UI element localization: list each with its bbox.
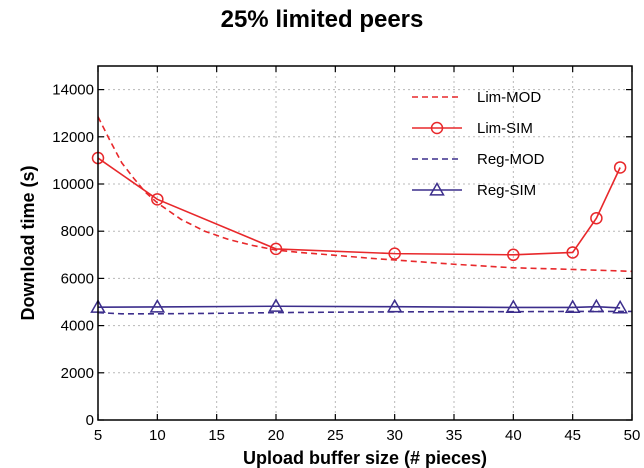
data-point-reg-sim	[268, 298, 284, 312]
x-tick-label: 15	[208, 427, 225, 444]
series-lim-sim	[91, 151, 627, 262]
data-point-reg-sim	[505, 299, 522, 314]
data-point-lim-sim	[590, 211, 603, 225]
data-point-reg-sim	[612, 299, 628, 314]
data-point-lim-sim	[151, 193, 164, 206]
tick-layer: 5 10 15 20 25 30 35 40 45 50 0 2000 4000 6000 8000 1000…	[52, 66, 640, 444]
series-line-reg-mod	[97, 310, 632, 315]
legend-entry-lim-mod: Lim-MOD	[412, 89, 541, 106]
y-tick-label: 0	[86, 412, 94, 429]
series-line-lim-sim	[97, 157, 621, 256]
legend-marker-lim-sim	[430, 121, 444, 135]
x-tick-label: 20	[268, 427, 285, 444]
data-point-lim-sim	[388, 247, 401, 260]
y-tick-label: 10000	[52, 176, 94, 193]
x-tick-label: 25	[327, 427, 344, 444]
y-tick-label: 14000	[52, 82, 94, 99]
series-layer	[90, 116, 633, 315]
x-tick-label: 10	[149, 427, 166, 444]
x-tick-label: 45	[564, 427, 581, 444]
x-tick-label: 35	[446, 427, 463, 444]
x-tick-label: 5	[94, 427, 102, 444]
data-point-reg-sim	[564, 299, 581, 314]
legend-label-reg-sim: Reg-SIM	[477, 182, 536, 199]
x-axis-label: Upload buffer size (# pieces)	[243, 448, 487, 468]
series-lim-mod	[97, 116, 633, 273]
series-reg-mod	[97, 310, 632, 315]
legend-entry-reg-mod: Reg-MOD	[412, 151, 545, 168]
data-point-lim-sim	[507, 248, 520, 262]
data-point-reg-sim	[149, 298, 166, 313]
data-point-lim-sim	[269, 242, 283, 256]
x-tick-label: 50	[624, 427, 641, 444]
x-tick-label: 30	[386, 427, 403, 444]
chart-title: 25% limited peers	[220, 6, 424, 33]
grid-layer	[98, 66, 632, 420]
data-point-reg-sim	[386, 298, 403, 313]
series-reg-sim	[90, 298, 628, 314]
data-point-reg-sim	[588, 298, 605, 313]
y-tick-label: 12000	[52, 129, 94, 146]
data-point-lim-sim	[566, 246, 579, 259]
plot-frame	[97, 65, 633, 421]
y-tick-label: 8000	[61, 223, 94, 240]
y-tick-label: 2000	[61, 365, 94, 382]
y-tick-label: 6000	[61, 270, 94, 287]
legend-label-lim-sim: Lim-SIM	[477, 120, 533, 137]
y-tick-label: 4000	[61, 318, 94, 335]
legend-marker-reg-sim	[429, 181, 445, 196]
legend-label-reg-mod: Reg-MOD	[477, 151, 545, 168]
x-tick-label: 40	[505, 427, 522, 444]
legend-entry-reg-sim: Reg-SIM	[412, 181, 536, 199]
legend-layer: Lim-MOD Lim-SIM Reg-MOD Reg-SIM	[412, 89, 545, 199]
y-axis-label: Download time (s)	[18, 165, 38, 320]
series-line-lim-mod	[97, 116, 633, 273]
data-point-lim-sim	[613, 161, 627, 174]
legend-label-lim-mod: Lim-MOD	[477, 89, 541, 106]
legend-entry-lim-sim: Lim-SIM	[412, 120, 533, 137]
series-line-reg-sim	[97, 305, 621, 309]
